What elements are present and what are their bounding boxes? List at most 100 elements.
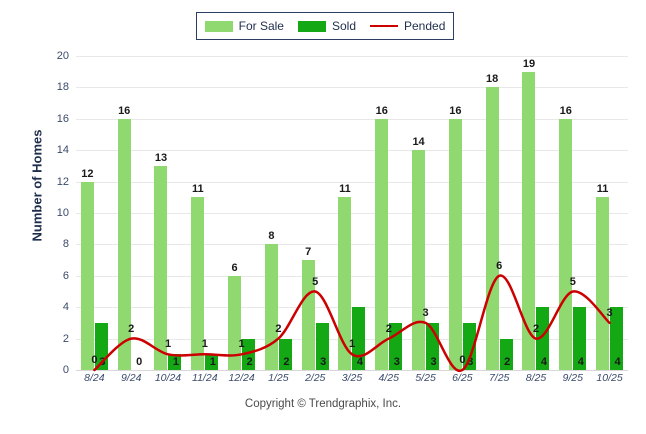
x-axis-tick-label: 1/25 [268, 372, 289, 384]
for-sale-bar[interactable]: 16 [448, 105, 462, 370]
square-swatch-icon [297, 20, 326, 32]
pended-value-label: 0 [91, 354, 98, 366]
x-axis-tick-label: 8/24 [84, 372, 105, 384]
bar-column: 11 4 [334, 56, 371, 370]
gridline: 16 [57, 113, 628, 125]
bar-column: 18 2 [481, 56, 518, 370]
bar-column: 16 3 [444, 56, 481, 370]
x-axis-ticks: 8/24 9/24 10/24 11/24 12/24 1/25 2/25 3/25 4/25 5… [76, 372, 628, 394]
for-sale-value-label: 13 [154, 151, 168, 164]
for-sale-bar-fill [228, 275, 242, 370]
for-sale-bar[interactable]: 18 [485, 73, 499, 370]
sold-value-label: 4 [540, 356, 548, 368]
pended-value-label: 5 [569, 275, 576, 288]
sold-value-label: 1 [172, 356, 180, 368]
legend-entry-sold[interactable]: Sold [297, 19, 356, 33]
bar-column: 14 3 [407, 56, 444, 370]
for-sale-bar[interactable]: 12 [80, 168, 94, 370]
for-sale-value-label: 7 [305, 246, 312, 259]
bar-group: 7 [297, 56, 334, 370]
x-axis-tick-label: 9/24 [120, 372, 142, 384]
sold-value-label: 2 [504, 356, 511, 368]
x-axis-tick-label: 10/24 [154, 372, 182, 384]
bar-column: 12 3 [76, 56, 113, 370]
for-sale-bar[interactable]: 11 [596, 183, 610, 370]
y-axis-tick-label: 18 [56, 81, 69, 94]
for-sale-bar-fill [448, 118, 462, 370]
x-axis-tick-label: 6/25 [452, 372, 473, 384]
x-axis-tick-label: 4/25 [378, 372, 399, 384]
pended-value-label: 2 [532, 322, 540, 335]
for-sale-bar[interactable]: 6 [228, 262, 242, 370]
pended-value-label: 3 [422, 306, 429, 319]
for-sale-bar-fill [596, 197, 610, 370]
x-axis-tick-label: 5/25 [415, 372, 436, 384]
legend-entry-pended[interactable]: Pended [370, 19, 445, 33]
bar-group: 11 [186, 56, 223, 370]
sold-value-label: 4 [356, 356, 364, 368]
pended-value-label: 1 [238, 338, 245, 351]
x-axis-tick-label: 2/25 [304, 372, 326, 384]
pended-value-label: 3 [606, 306, 613, 319]
for-sale-bar[interactable]: 8 [264, 230, 278, 370]
for-sale-bar-fill [412, 150, 426, 370]
pended-value-label: 2 [275, 322, 282, 335]
for-sale-value-label: 6 [231, 261, 238, 274]
sold-value-label: 3 [467, 356, 474, 368]
y-axis-tick-label: 10 [56, 207, 69, 219]
for-sale-value-label: 11 [191, 183, 204, 196]
legend-entry-for-sale[interactable]: For Sale [204, 19, 284, 33]
for-sale-value-label: 12 [81, 167, 94, 180]
x-axis-tick-label: 3/25 [341, 372, 363, 384]
bar-column: 13 1 [150, 56, 187, 370]
sold-value-label: 1 [209, 356, 216, 368]
bar-group: 6 [223, 56, 260, 370]
bar-group: 12 [76, 56, 113, 370]
for-sale-value-label: 11 [596, 183, 609, 196]
for-sale-bar[interactable]: 16 [559, 105, 573, 370]
sold-value-label: 0 [136, 356, 143, 368]
for-sale-value-label: 16 [559, 104, 572, 117]
gridline: 18 [57, 81, 628, 93]
sold-bar-fill [610, 307, 624, 370]
plot-area: 0 2 4 6 8 10 12 14 16 18 20 12 3 16 0 13 1 11 1 6 2 8 2 7 3 11 4 1… [57, 50, 628, 376]
sold-value-label: 3 [393, 356, 400, 368]
gridline: 12 [57, 176, 628, 188]
bar-column: 11 4 [591, 56, 628, 370]
legend-label: Pended [404, 19, 446, 33]
for-sale-value-label: 16 [118, 104, 131, 117]
y-axis-tick-label: 8 [62, 238, 69, 251]
square-swatch-icon [204, 20, 233, 32]
for-sale-value-label: 14 [412, 136, 425, 149]
y-axis-title: Number of Homes [29, 129, 45, 242]
gridline: 8 [63, 238, 628, 250]
bar-group: 16 [444, 56, 481, 370]
y-axis-tick-label: 2 [62, 332, 69, 345]
gridline: 20 [57, 50, 628, 62]
y-axis-tick-label: 20 [56, 50, 69, 62]
pended-value-label: 1 [164, 338, 172, 351]
chart-legend: For Sale Sold Pended [196, 12, 454, 40]
y-axis-tick-label: 16 [56, 112, 69, 125]
for-sale-value-label: 11 [339, 183, 351, 196]
y-axis-tick-label: 14 [56, 144, 69, 157]
pended-value-label: 5 [312, 275, 319, 288]
sold-bar[interactable] [610, 307, 624, 370]
gridline: 10 [57, 207, 628, 219]
pended-value-label: 2 [128, 322, 135, 335]
x-axis-tick-label: 12/24 [228, 372, 255, 384]
x-axis-tick-label: 8/25 [525, 372, 547, 384]
x-axis-tick-label: 11/24 [192, 372, 218, 384]
bar-group: 16 [554, 56, 591, 370]
sold-value-label: 2 [283, 356, 290, 368]
y-axis-tick-label: 12 [56, 175, 69, 188]
bar-group: 18 [481, 56, 518, 370]
pended-value-label: 1 [348, 338, 356, 351]
legend-label: For Sale [238, 19, 284, 33]
for-sale-bar[interactable]: 14 [412, 136, 426, 370]
legend-label: Sold [331, 19, 356, 33]
sold-value-label: 4 [577, 356, 584, 368]
x-axis-tick-label: 7/25 [488, 372, 510, 384]
gridline: 14 [57, 144, 628, 156]
